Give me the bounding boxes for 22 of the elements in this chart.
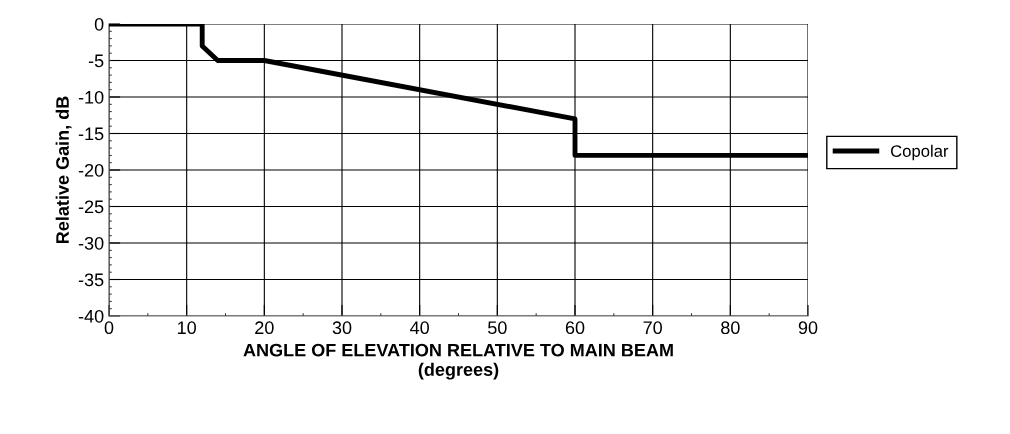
- x-tick-label: 60: [565, 321, 585, 335]
- x-tick-label: 10: [178, 321, 196, 335]
- y-tick-label: -30: [78, 236, 104, 250]
- x-tick-label: 90: [798, 321, 818, 335]
- x-tick-label: 40: [410, 321, 429, 335]
- x-tick-label: 50: [488, 321, 507, 335]
- y-tick-label: -20: [78, 163, 104, 177]
- legend-label: Copolar: [891, 144, 949, 161]
- y-tick-label: 0: [94, 17, 104, 31]
- x-tick-label: 70: [643, 321, 662, 335]
- x-tick-label: 80: [721, 321, 740, 335]
- y-tick-label: -15: [78, 127, 104, 141]
- x-tick-label: 30: [332, 321, 352, 335]
- x-tick-label: 20: [255, 321, 274, 335]
- y-tick-label: -25: [78, 200, 104, 214]
- y-tick-label: -10: [78, 90, 104, 104]
- y-tick-label: -35: [78, 273, 104, 287]
- y-tick-label: -5: [88, 54, 104, 68]
- x-tick-label: 0: [104, 321, 114, 335]
- y-axis-title: Relative Gain, dB: [55, 96, 72, 244]
- x-axis-title: ANGLE OF ELEVATION RELATIVE TO MAIN BEAM (degrees): [243, 343, 673, 380]
- y-tick-label: -40: [78, 309, 104, 323]
